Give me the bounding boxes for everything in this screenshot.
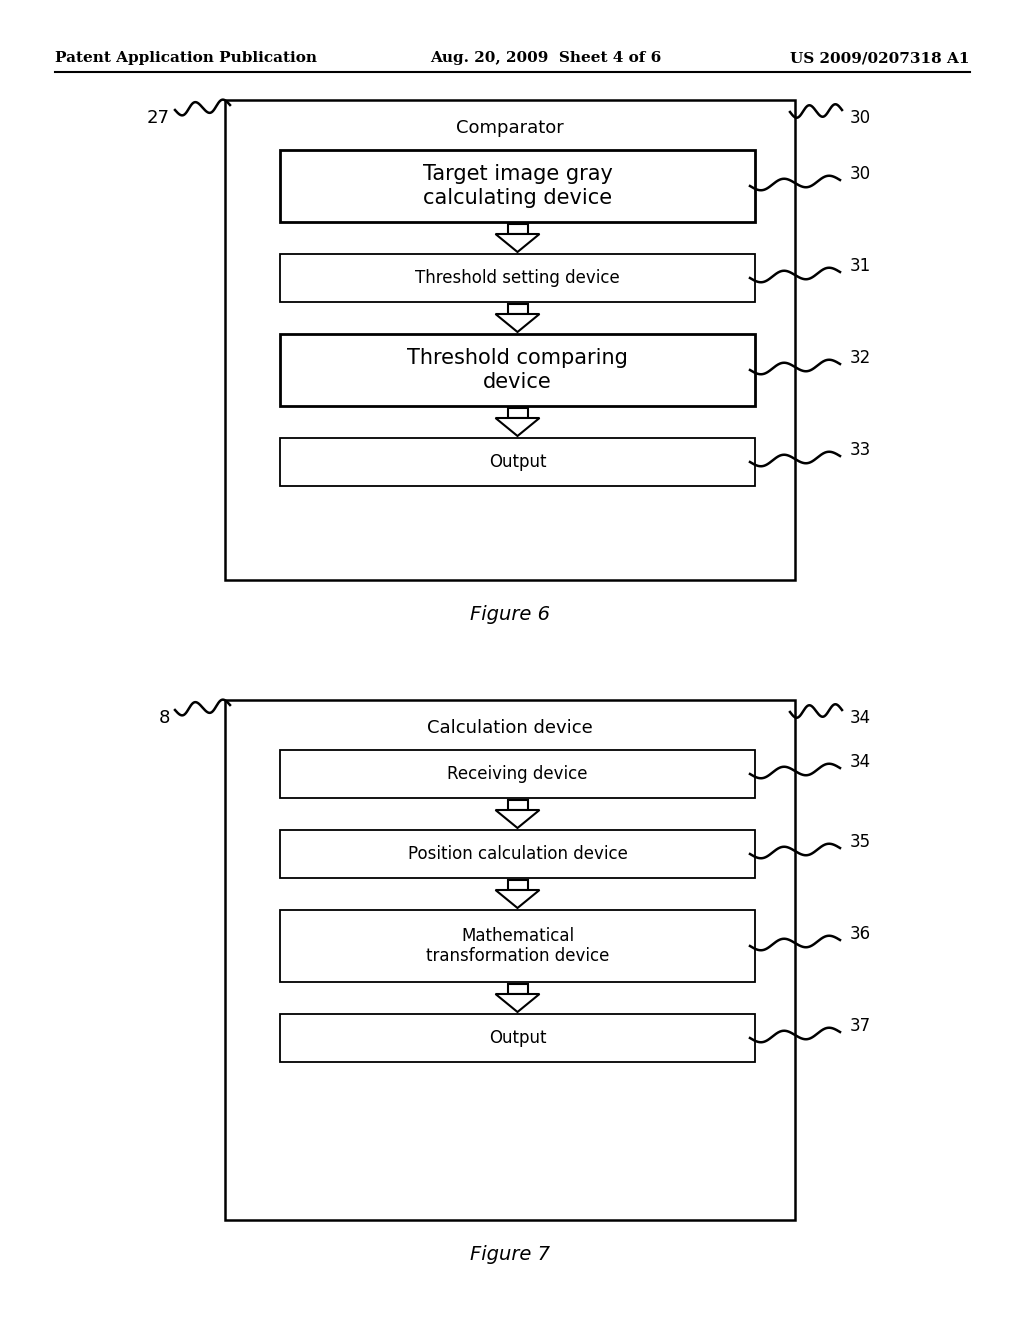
Polygon shape <box>496 418 540 436</box>
Bar <box>280 150 755 222</box>
Text: US 2009/0207318 A1: US 2009/0207318 A1 <box>791 51 970 65</box>
Bar <box>280 909 755 982</box>
Text: Figure 7: Figure 7 <box>470 1245 550 1265</box>
Text: Mathematical
transformation device: Mathematical transformation device <box>426 927 609 965</box>
Bar <box>225 700 795 1220</box>
Text: Comparator: Comparator <box>456 119 564 137</box>
Text: Output: Output <box>488 1030 546 1047</box>
Polygon shape <box>508 880 527 890</box>
Text: Threshold setting device: Threshold setting device <box>415 269 620 286</box>
Bar <box>280 750 755 799</box>
Bar <box>225 100 795 579</box>
Polygon shape <box>508 304 527 314</box>
Text: 30: 30 <box>850 110 871 127</box>
Bar <box>280 334 755 407</box>
Polygon shape <box>496 890 540 908</box>
Polygon shape <box>508 983 527 994</box>
Text: Threshold comparing
device: Threshold comparing device <box>408 348 628 392</box>
Text: Position calculation device: Position calculation device <box>408 845 628 863</box>
Text: 34: 34 <box>850 709 871 727</box>
Text: 30: 30 <box>850 165 871 183</box>
Polygon shape <box>496 810 540 828</box>
Text: 8: 8 <box>159 709 170 727</box>
Polygon shape <box>508 800 527 810</box>
Bar <box>280 438 755 486</box>
Text: 36: 36 <box>850 925 871 942</box>
Text: 32: 32 <box>850 348 871 367</box>
Text: 35: 35 <box>850 833 871 851</box>
Text: Calculation device: Calculation device <box>427 719 593 737</box>
Polygon shape <box>496 234 540 252</box>
Polygon shape <box>496 314 540 333</box>
Text: Receiving device: Receiving device <box>447 766 588 783</box>
Text: 27: 27 <box>147 110 170 127</box>
Bar <box>280 830 755 878</box>
Text: 37: 37 <box>850 1016 871 1035</box>
Text: 31: 31 <box>850 257 871 275</box>
Text: Patent Application Publication: Patent Application Publication <box>55 51 317 65</box>
Text: 33: 33 <box>850 441 871 459</box>
Text: Figure 6: Figure 6 <box>470 605 550 624</box>
Text: 34: 34 <box>850 752 871 771</box>
Polygon shape <box>496 994 540 1012</box>
Polygon shape <box>508 224 527 234</box>
Bar <box>280 253 755 302</box>
Bar <box>280 1014 755 1063</box>
Text: Target image gray
calculating device: Target image gray calculating device <box>423 165 612 207</box>
Text: Aug. 20, 2009  Sheet 4 of 6: Aug. 20, 2009 Sheet 4 of 6 <box>430 51 662 65</box>
Polygon shape <box>508 408 527 418</box>
Text: Output: Output <box>488 453 546 471</box>
